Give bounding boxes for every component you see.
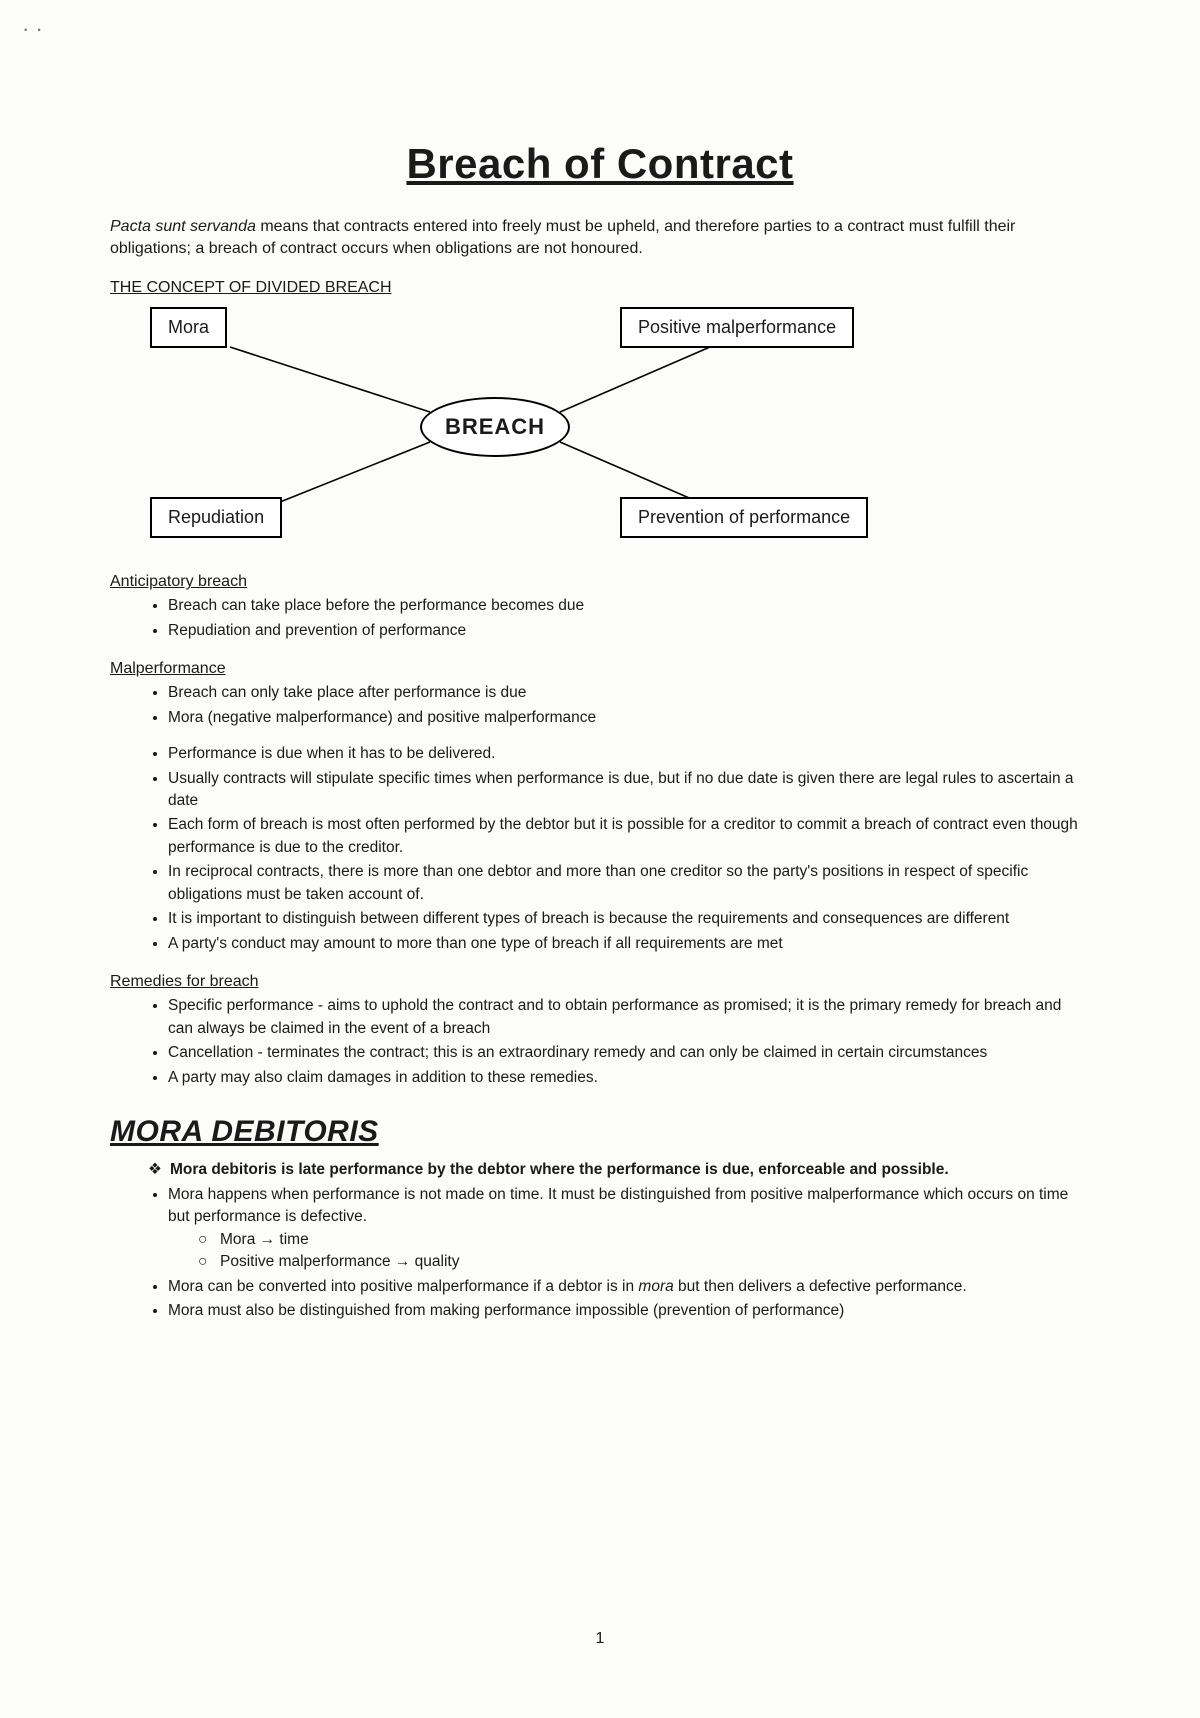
anticipatory-list: Breach can take place before the perform… bbox=[168, 595, 1090, 642]
mora-diamond-list: Mora debitoris is late performance by th… bbox=[148, 1159, 1090, 1181]
list-item: Positive malperformance → quality bbox=[198, 1251, 1090, 1273]
page-title: Breach of Contract bbox=[110, 140, 1090, 188]
mora-b2-pre: Mora can be converted into positive malp… bbox=[168, 1278, 638, 1295]
list-item: Each form of breach is most often perfor… bbox=[168, 814, 1090, 859]
list-item: A party may also claim damages in additi… bbox=[168, 1067, 1090, 1089]
list-item: Performance is due when it has to be del… bbox=[168, 743, 1090, 765]
mora-title: MORA DEBITORIS bbox=[110, 1115, 1090, 1149]
list-item: Repudiation and prevention of performanc… bbox=[168, 620, 1090, 642]
list-item: Breach can only take place after perform… bbox=[168, 682, 1090, 704]
breach-diagram: Mora Positive malperformance BREACH Repu… bbox=[150, 307, 970, 547]
mora-definition: Mora debitoris is late performance by th… bbox=[170, 1161, 949, 1178]
mora-sub2: Positive malperformance → quality bbox=[220, 1253, 460, 1270]
intro-paragraph: Pacta sunt servanda means that contracts… bbox=[110, 216, 1090, 259]
list-item: Mora happens when performance is not mad… bbox=[168, 1184, 1090, 1274]
scan-artifact: · · bbox=[22, 16, 43, 42]
list-item: Usually contracts will stipulate specifi… bbox=[168, 768, 1090, 813]
node-repudiation: Repudiation bbox=[150, 497, 282, 538]
node-positive-malperformance: Positive malperformance bbox=[620, 307, 854, 348]
anticipatory-heading: Anticipatory breach bbox=[110, 573, 1090, 591]
page-number: 1 bbox=[0, 1630, 1200, 1648]
mora-bullet-list: Mora happens when performance is not mad… bbox=[168, 1184, 1090, 1323]
list-item: In reciprocal contracts, there is more t… bbox=[168, 861, 1090, 906]
remedies-heading: Remedies for breach bbox=[110, 973, 1090, 991]
list-item: Mora must also be distinguished from mak… bbox=[168, 1300, 1090, 1322]
malperformance-list-b: Performance is due when it has to be del… bbox=[168, 743, 1090, 955]
diagram-line bbox=[230, 347, 430, 412]
node-mora: Mora bbox=[150, 307, 227, 348]
list-item: Breach can take place before the perform… bbox=[168, 595, 1090, 617]
list-item: Mora (negative malperformance) and posit… bbox=[168, 707, 1090, 729]
mora-sub1: Mora → time bbox=[220, 1231, 309, 1248]
malperformance-heading: Malperformance bbox=[110, 660, 1090, 678]
mora-b1: Mora happens when performance is not mad… bbox=[168, 1186, 1068, 1225]
mora-b2-em: mora bbox=[638, 1278, 673, 1295]
list-item: Mora debitoris is late performance by th… bbox=[148, 1159, 1090, 1181]
remedies-list: Specific performance - aims to uphold th… bbox=[168, 995, 1090, 1089]
list-item: Mora → time bbox=[198, 1229, 1090, 1251]
list-item: Cancellation - terminates the contract; … bbox=[168, 1042, 1090, 1064]
concept-heading: THE CONCEPT OF DIVIDED BREACH bbox=[110, 279, 1090, 297]
node-breach-center: BREACH bbox=[420, 397, 570, 457]
list-item: A party's conduct may amount to more tha… bbox=[168, 933, 1090, 955]
diagram-line bbox=[560, 347, 710, 412]
intro-italic: Pacta sunt servanda bbox=[110, 218, 256, 235]
list-item: Specific performance - aims to uphold th… bbox=[168, 995, 1090, 1040]
list-item: It is important to distinguish between d… bbox=[168, 908, 1090, 930]
diagram-line bbox=[280, 442, 430, 502]
list-item: Mora can be converted into positive malp… bbox=[168, 1276, 1090, 1298]
mora-b2-post: but then delivers a defective performanc… bbox=[674, 1278, 967, 1295]
mora-sublist: Mora → time Positive malperformance → qu… bbox=[198, 1229, 1090, 1274]
node-prevention: Prevention of performance bbox=[620, 497, 868, 538]
malperformance-list-a: Breach can only take place after perform… bbox=[168, 682, 1090, 729]
